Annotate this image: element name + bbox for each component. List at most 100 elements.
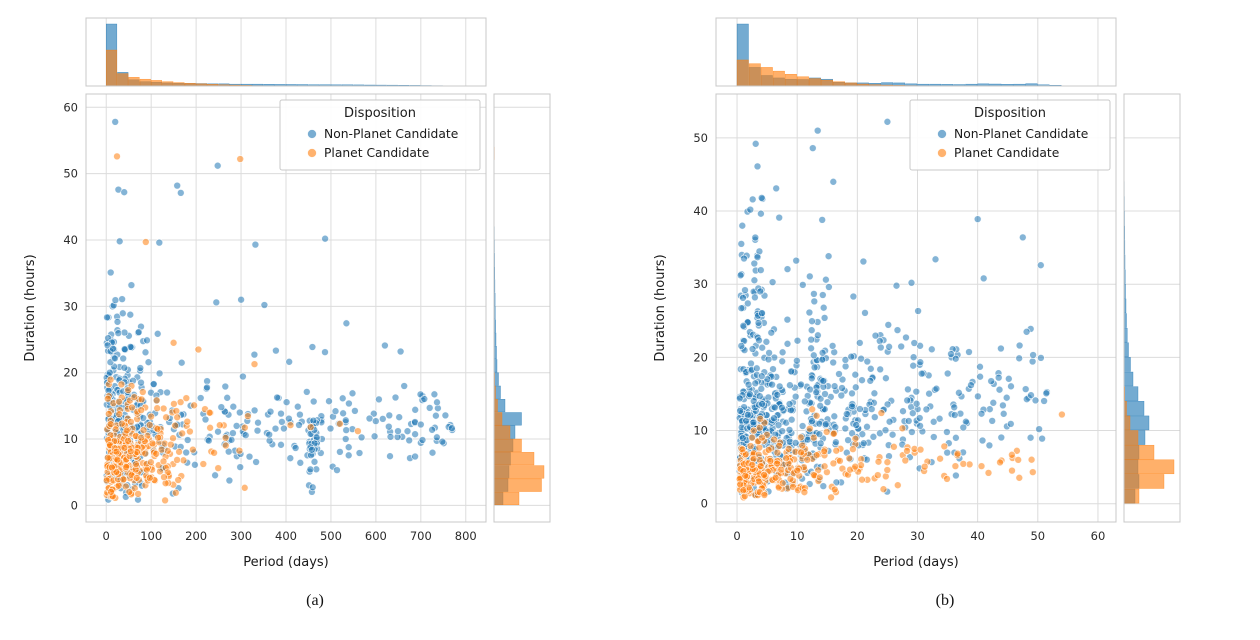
hist-bar [760,67,773,87]
hist-bar [1123,459,1175,475]
hist-bar [150,80,163,87]
x-tick-label: 50 [1030,529,1045,543]
legend: Disposition Non-Planet Candidate Planet Ca… [909,99,1111,171]
scatter-layer-non-planet-candidate [735,117,1051,499]
y-tick-label: 10 [693,424,708,438]
jointplot-a-canvas: 0 100 200 300 400 500 600 700 800 0 10 20 30 40 50 60 Pe… [10,4,620,582]
x-tick-label: 0 [733,529,740,543]
x-tick-label: 20 [850,529,865,543]
y-tick-label: 40 [693,204,708,218]
hist-bar [809,78,821,87]
hist-bar [493,465,545,479]
hist-bar [162,81,174,87]
x-tick-label: 60 [1091,529,1106,543]
y-axis-label: Duration (hours) [653,254,668,361]
hist-bar [493,438,522,452]
caption-a: (a) [306,592,324,609]
hist-bar [1123,371,1134,387]
hist-bar [493,399,498,413]
y-tick-label: 50 [693,131,708,145]
x-tick-label: 800 [455,529,477,543]
jointplot-figure-a: 0 100 200 300 400 500 600 700 800 0 10 20 30 40 50 60 Pe… [0,0,630,610]
hist-bar [117,73,129,87]
hist-bar [493,452,535,466]
y-axis-label: Duration (hours) [23,254,38,361]
legend-entry-label: Planet Candidate [324,146,429,160]
legend-marker [307,148,317,158]
legend-marker [937,129,947,139]
right-marginal-histogram [1123,93,1175,504]
hist-bar [1123,488,1140,504]
x-tick-label: 500 [320,529,342,543]
x-tick-label: 10 [790,529,805,543]
hist-bar [797,76,809,87]
hist-bar [173,82,185,87]
hist-bar [736,59,749,87]
x-tick-labels: 0 10 20 30 40 50 60 [733,529,1105,543]
hist-bar [833,81,845,87]
legend: Disposition Non-Planet Candidate Planet Ca… [279,99,481,171]
x-tick-label: 200 [185,529,207,543]
legend-box [909,99,1111,171]
hist-bar [1123,357,1131,372]
x-tick-label: 700 [410,529,432,543]
hist-bar [1123,386,1139,401]
caption-b: (b) [935,592,955,609]
legend-entry-label: Non-Planet Candidate [324,127,458,141]
legend-marker [307,129,317,139]
hist-bar [139,78,151,87]
legend-title: Disposition [344,106,416,121]
x-tick-label: 400 [275,529,297,543]
y-tick-label: 20 [693,350,708,364]
legend-box [279,99,481,171]
x-tick-labels: 0 100 200 300 400 500 600 700 800 [103,529,477,543]
hist-bar [772,70,785,87]
legend-entry-label: Planet Candidate [954,146,1059,160]
y-tick-label: 50 [63,167,78,181]
y-tick-label: 60 [63,100,78,114]
y-tick-label: 30 [693,277,708,291]
hist-bar [493,491,520,506]
y-tick-label: 30 [63,299,78,313]
hist-bar [821,79,833,87]
hist-bar [784,74,797,87]
top-marginal-histogram [736,23,1074,87]
axes-spines [715,17,1181,523]
scatter-layer-planet-candidate [735,405,1066,502]
legend-title: Disposition [974,106,1046,121]
x-tick-label: 600 [365,529,387,543]
x-tick-label: 30 [910,529,925,543]
x-axis-label: Period (days) [873,555,959,570]
hist-bar [1123,415,1131,431]
y-tick-label: 20 [63,366,78,380]
y-tick-labels: 0 10 20 30 40 50 60 [63,100,78,512]
y-tick-label: 10 [63,432,78,446]
x-tick-label: 0 [103,529,110,543]
hist-bar [493,478,542,492]
scatter-layer-planet-candidate [102,152,362,505]
hist-bar [1123,474,1165,489]
x-tick-label: 40 [970,529,985,543]
legend-marker [937,148,947,158]
hist-bar [493,425,511,439]
x-tick-label: 100 [140,529,162,543]
hist-bar [493,412,503,426]
jointplot-figure-b: 0 10 20 30 40 50 60 0 10 20 30 40 50 Period (days) Dur… [630,0,1260,610]
y-tick-labels: 0 10 20 30 40 50 [693,131,708,511]
hist-bar [106,49,118,87]
hist-bar [128,77,140,87]
hist-bar [1123,430,1139,445]
jointplot-svg: 0 10 20 30 40 50 60 0 10 20 30 40 50 Period (days) Dur… [653,17,1181,570]
hist-bar [1123,444,1155,460]
hist-bar [748,63,761,87]
y-tick-label: 0 [71,498,78,512]
jointplot-svg: 0 100 200 300 400 500 600 700 800 0 10 20 30 40 50 60 Pe… [23,17,551,570]
y-tick-label: 40 [63,233,78,247]
y-tick-label: 0 [701,497,708,511]
hist-bar [1123,342,1129,357]
legend-entry-label: Non-Planet Candidate [954,127,1088,141]
axes-spines [85,17,551,523]
jointplot-b-canvas: 0 10 20 30 40 50 60 0 10 20 30 40 50 Period (days) Dur… [640,4,1250,582]
hist-bar [1123,401,1145,416]
